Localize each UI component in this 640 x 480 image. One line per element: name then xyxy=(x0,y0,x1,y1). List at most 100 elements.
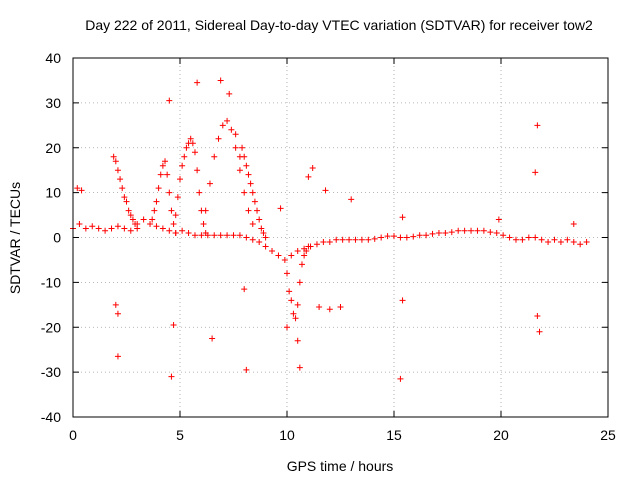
data-point xyxy=(339,236,346,243)
data-point xyxy=(322,187,329,194)
data-point xyxy=(487,229,494,236)
data-point xyxy=(243,234,250,241)
y-tick-label: 30 xyxy=(45,95,61,111)
data-point xyxy=(391,233,397,240)
data-point xyxy=(249,236,256,243)
data-point xyxy=(224,232,231,239)
data-point xyxy=(399,214,406,221)
data-point xyxy=(119,185,126,192)
data-point xyxy=(153,198,160,205)
y-axis-label: SDTVAR / TECUs xyxy=(7,182,23,294)
data-point xyxy=(277,205,284,212)
data-point xyxy=(172,212,179,219)
data-point xyxy=(243,366,250,373)
data-point xyxy=(399,297,406,304)
data-point xyxy=(442,230,449,237)
data-point xyxy=(545,238,552,245)
data-point xyxy=(410,233,417,240)
data-point xyxy=(236,232,243,239)
data-point xyxy=(284,270,290,277)
data-point xyxy=(296,279,303,286)
data-point xyxy=(538,236,545,243)
data-point xyxy=(239,144,246,151)
data-point xyxy=(525,234,532,241)
data-point xyxy=(296,364,303,371)
y-tick-label: -30 xyxy=(41,364,61,380)
data-point xyxy=(448,229,455,236)
data-point xyxy=(294,337,301,344)
data-point xyxy=(493,230,500,237)
data-point xyxy=(275,252,282,259)
data-point xyxy=(174,194,181,201)
data-point xyxy=(577,241,584,248)
data-point xyxy=(125,207,132,214)
data-point xyxy=(206,180,213,187)
data-point xyxy=(301,252,308,259)
data-point xyxy=(219,122,226,129)
data-point xyxy=(108,225,115,232)
data-point xyxy=(129,216,136,223)
data-point xyxy=(189,140,196,147)
data-point xyxy=(290,310,297,317)
data-point xyxy=(536,328,543,335)
data-point xyxy=(480,227,487,234)
data-point xyxy=(298,261,305,268)
data-point xyxy=(262,243,269,250)
data-point xyxy=(305,173,312,180)
x-tick-label: 20 xyxy=(493,427,509,443)
data-point xyxy=(121,194,128,201)
data-point xyxy=(551,236,558,243)
data-point xyxy=(455,227,462,234)
data-point xyxy=(166,189,173,196)
data-point xyxy=(583,238,590,245)
data-point xyxy=(258,225,265,232)
data-point xyxy=(309,164,316,171)
data-point xyxy=(172,230,179,237)
data-point xyxy=(140,216,147,223)
data-point xyxy=(365,236,372,243)
data-point xyxy=(303,247,310,254)
data-point xyxy=(76,221,83,228)
data-point xyxy=(269,247,276,254)
data-point xyxy=(185,230,192,237)
chart-title: Day 222 of 2011, Sidereal Day-to-day VTE… xyxy=(85,17,593,33)
data-point xyxy=(170,221,177,228)
data-point xyxy=(181,153,188,160)
data-point xyxy=(114,353,121,360)
data-point xyxy=(534,313,541,320)
data-point xyxy=(326,238,333,245)
data-point xyxy=(121,225,128,232)
data-point xyxy=(200,221,207,228)
data-point xyxy=(151,207,158,214)
data-point xyxy=(305,243,312,250)
data-point xyxy=(371,235,378,242)
data-point xyxy=(179,162,186,169)
data-point xyxy=(333,236,340,243)
data-point xyxy=(474,227,481,234)
data-point xyxy=(155,185,162,192)
data-point xyxy=(532,169,539,176)
data-point xyxy=(236,167,243,174)
data-point xyxy=(245,207,252,214)
data-point xyxy=(162,158,169,165)
data-point xyxy=(251,198,258,205)
data-point xyxy=(191,232,198,239)
data-point xyxy=(179,227,186,234)
data-point xyxy=(326,306,333,313)
data-point xyxy=(292,315,299,322)
data-point xyxy=(134,225,141,232)
x-tick-label: 0 xyxy=(69,427,77,443)
data-point xyxy=(166,227,173,234)
data-point xyxy=(194,79,201,86)
data-point xyxy=(202,207,209,214)
data-point xyxy=(245,171,252,178)
data-point xyxy=(159,225,166,232)
data-point xyxy=(260,230,267,237)
data-point xyxy=(127,212,134,219)
data-point xyxy=(153,223,160,230)
data-point xyxy=(82,225,89,232)
y-tick-label: -20 xyxy=(41,319,61,335)
data-point xyxy=(286,288,293,295)
data-point xyxy=(288,252,295,259)
